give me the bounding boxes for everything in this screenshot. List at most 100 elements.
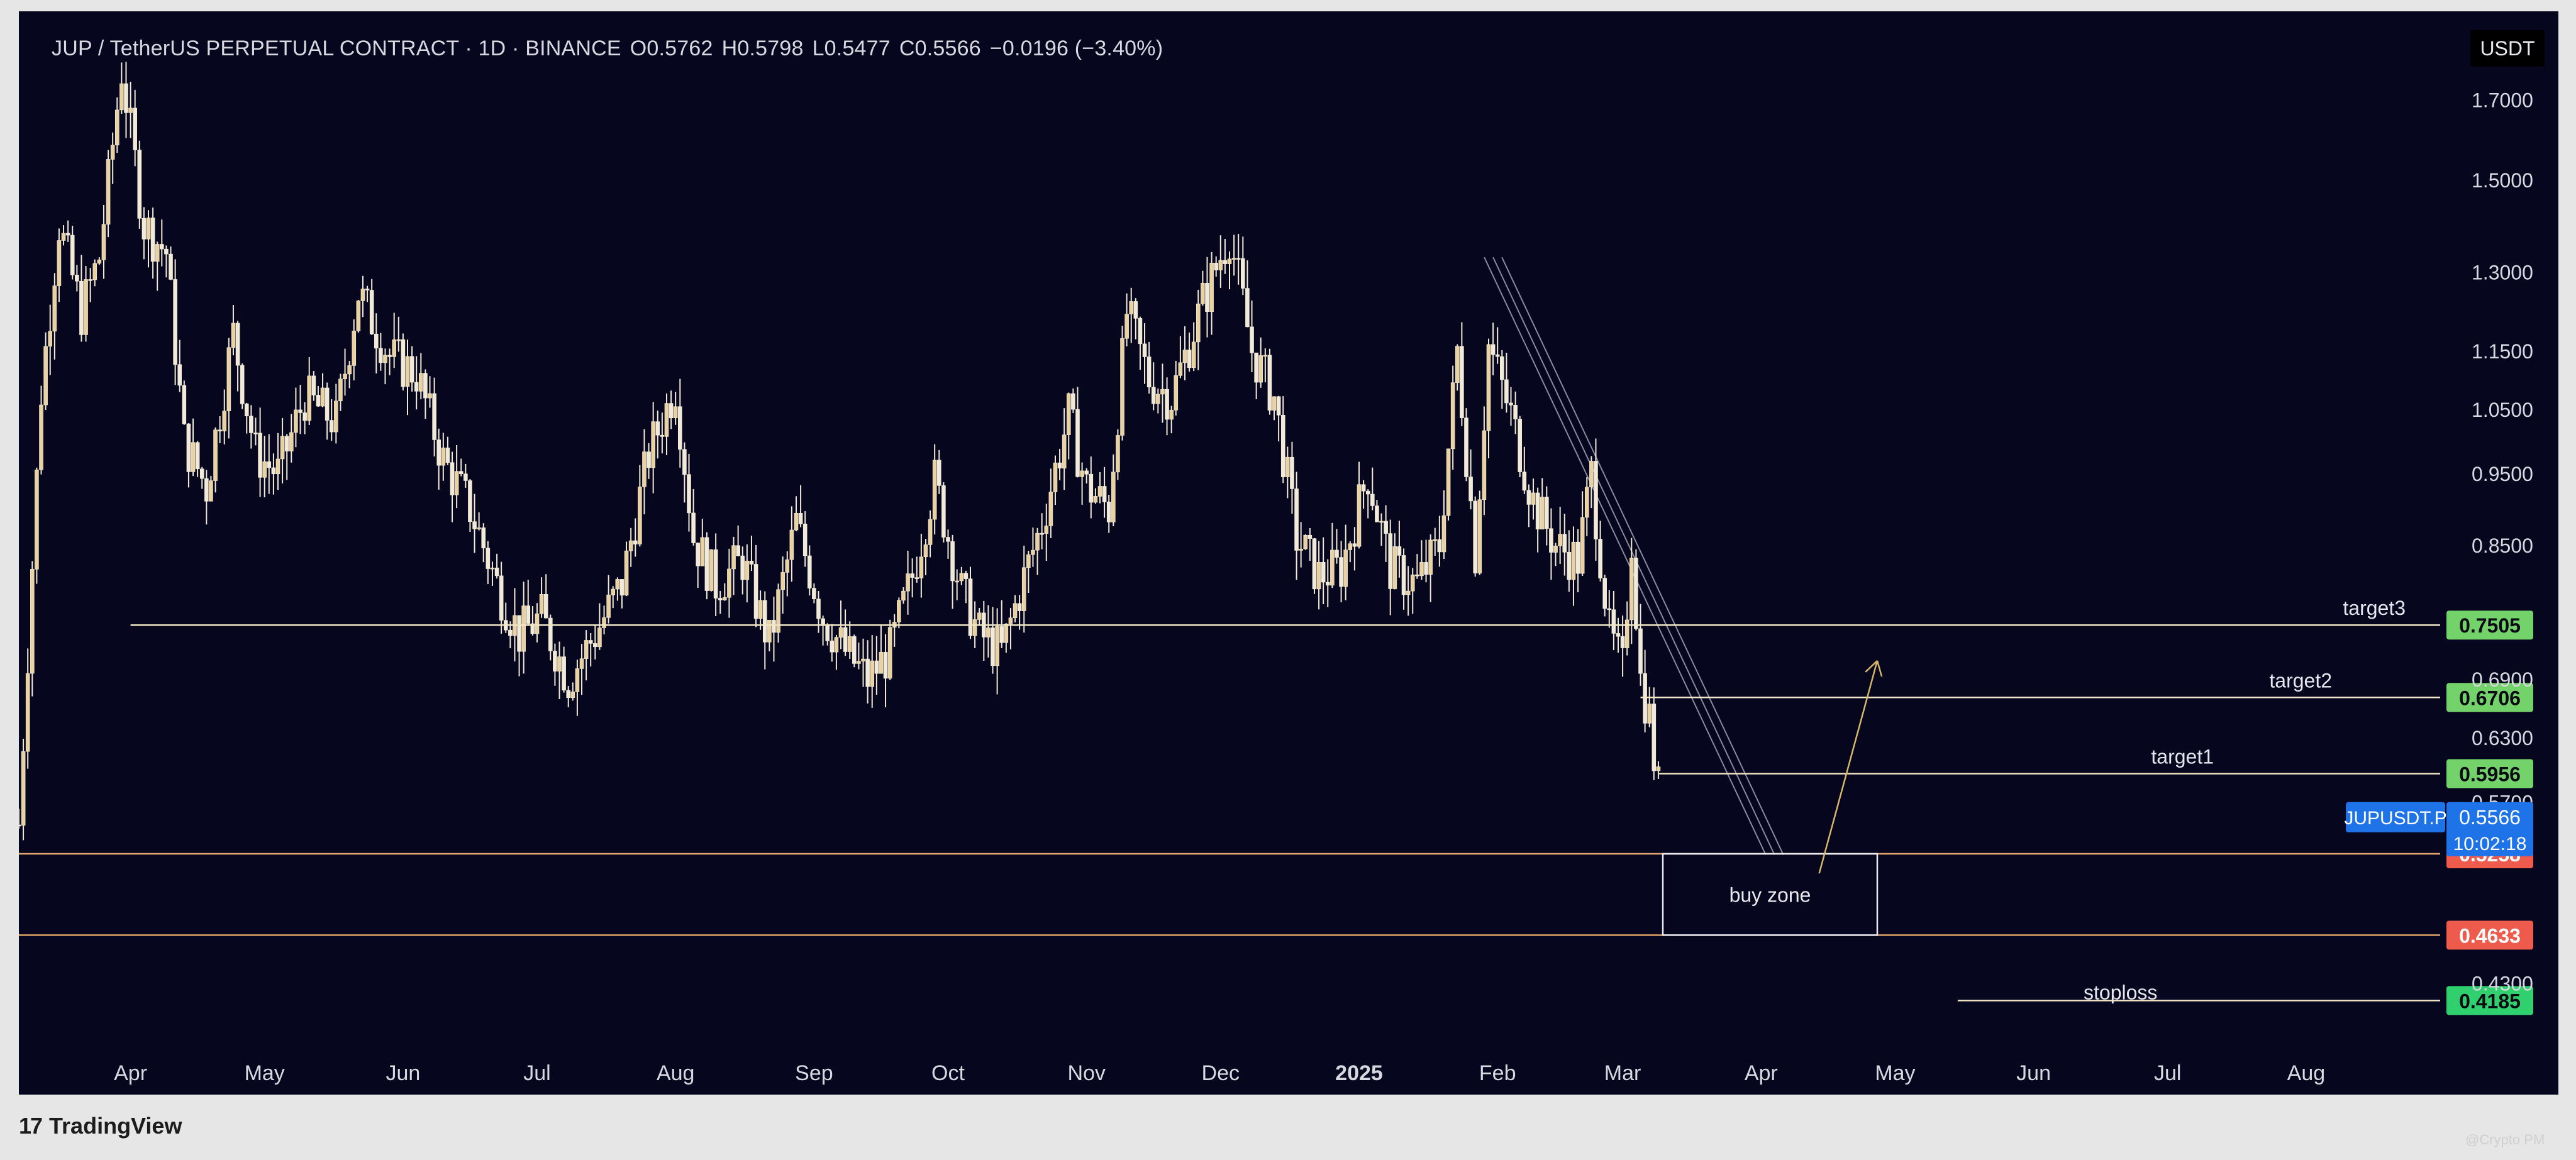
candle [1040,513,1044,550]
candle-body-up [1258,355,1263,383]
candle [1312,538,1317,594]
candle [570,682,575,701]
candle [1084,468,1089,483]
candle-body-down [1245,288,1250,328]
candle [1299,522,1303,568]
candle-body-up [606,594,611,618]
currency-button[interactable]: USDT [2470,30,2545,67]
trendline-1[interactable] [1484,257,1767,855]
candle-body-down [1133,301,1138,319]
candle [1089,456,1094,519]
candle [1504,353,1509,413]
candle [785,551,790,597]
candle [458,458,464,477]
candle-body-up [52,285,57,332]
candle-body-down [687,474,691,514]
candle-body-down [749,560,754,565]
candle-body-down [133,108,137,150]
candle-body-down [316,395,321,407]
candle-body-down [160,244,164,250]
candle-body-down [936,460,941,486]
candle-body-down [1084,470,1089,475]
candle-body-down [253,433,258,434]
price-tag [2446,986,2533,1015]
target-arrow[interactable] [1818,660,1883,874]
candle-body-up [320,387,325,407]
candle-body-down [669,403,674,419]
candle-body-down [1325,582,1330,586]
candle-body-down [414,382,419,392]
price-axis[interactable]: 1.7000 1.5000 1.3000 1.1500 1.0500 0.9500 0.85… [2344,89,2533,995]
candle [1446,448,1451,521]
candle-body-up [575,668,580,692]
x-tick-label: Jun [2016,1061,2051,1085]
candle [1187,332,1192,372]
candle-body-up [1218,260,1223,270]
candle [740,546,745,595]
candle-body-up [25,673,30,752]
candle-body-down [753,564,758,619]
candle-body-down [1620,636,1625,648]
open-value: O0.5762 [630,36,713,60]
candle [1294,472,1299,580]
candle-body-down [1187,350,1192,368]
candle-body-down [1017,603,1022,611]
candle [1142,323,1147,384]
trendline-3[interactable] [1501,257,1784,855]
candle [923,539,928,575]
candle-body-down [1518,419,1523,472]
candle-body-up [785,559,790,573]
candle [1424,539,1428,583]
buy-zone-box[interactable] [1662,853,1879,936]
candle [941,482,946,543]
candle [1138,316,1143,370]
chart-panel[interactable]: target3 0.7505 target2 0.6706 target1 0.5956 0… [19,11,2558,1095]
x-tick-label: Feb [1479,1061,1516,1085]
candle-body-down [852,636,857,664]
candle [870,635,875,708]
trendline-2[interactable] [1492,257,1775,855]
candle [1102,467,1107,518]
candle [155,241,160,291]
y-tick-label: 0.8500 [2472,534,2533,557]
candle-body-down [883,652,888,679]
x-tick-label: Jun [386,1061,420,1085]
symbol-tag [2346,802,2445,832]
candle [1209,251,1214,335]
symbol-tag-text: JUPUSDT.P [2344,808,2446,829]
candle [628,528,633,567]
tradingview-branding[interactable]: 17 TradingView [19,1113,182,1139]
candle-body-up [1624,619,1629,648]
candle [244,402,249,434]
candle-body-up [231,323,236,348]
price-chart[interactable]: target3 0.7505 target2 0.6706 target1 0.5956 0… [19,11,2558,1095]
candle [780,556,785,614]
candle-body-up [557,656,562,671]
x-tick-label: May [245,1061,285,1085]
candle [1316,541,1321,610]
candle-body-up [1441,515,1446,553]
candle [222,389,227,445]
y-tick-label: 1.0500 [2472,399,2533,421]
candle [1410,568,1415,614]
candle [1437,516,1442,567]
time-axis[interactable]: Apr May Jun Jul Aug Sep Oct Nov Dec 2025 Feb Mar Apr… [114,1061,2325,1085]
candle [432,377,436,456]
candle [883,634,888,707]
candle-body-down [481,528,486,549]
candle [70,225,75,280]
candle [977,608,982,626]
candle-body-down [249,416,253,433]
candle-body-down [821,618,825,626]
candle-body-up [352,331,357,366]
candle [879,624,884,674]
candle [1526,484,1531,528]
candle [1330,522,1335,588]
candle-body-up [887,627,892,679]
candle [1370,467,1375,511]
candle [1280,396,1285,483]
candle [776,583,780,643]
close-value: C0.5566 [899,36,981,60]
candle-body-up [213,429,218,481]
candle [1540,478,1545,529]
